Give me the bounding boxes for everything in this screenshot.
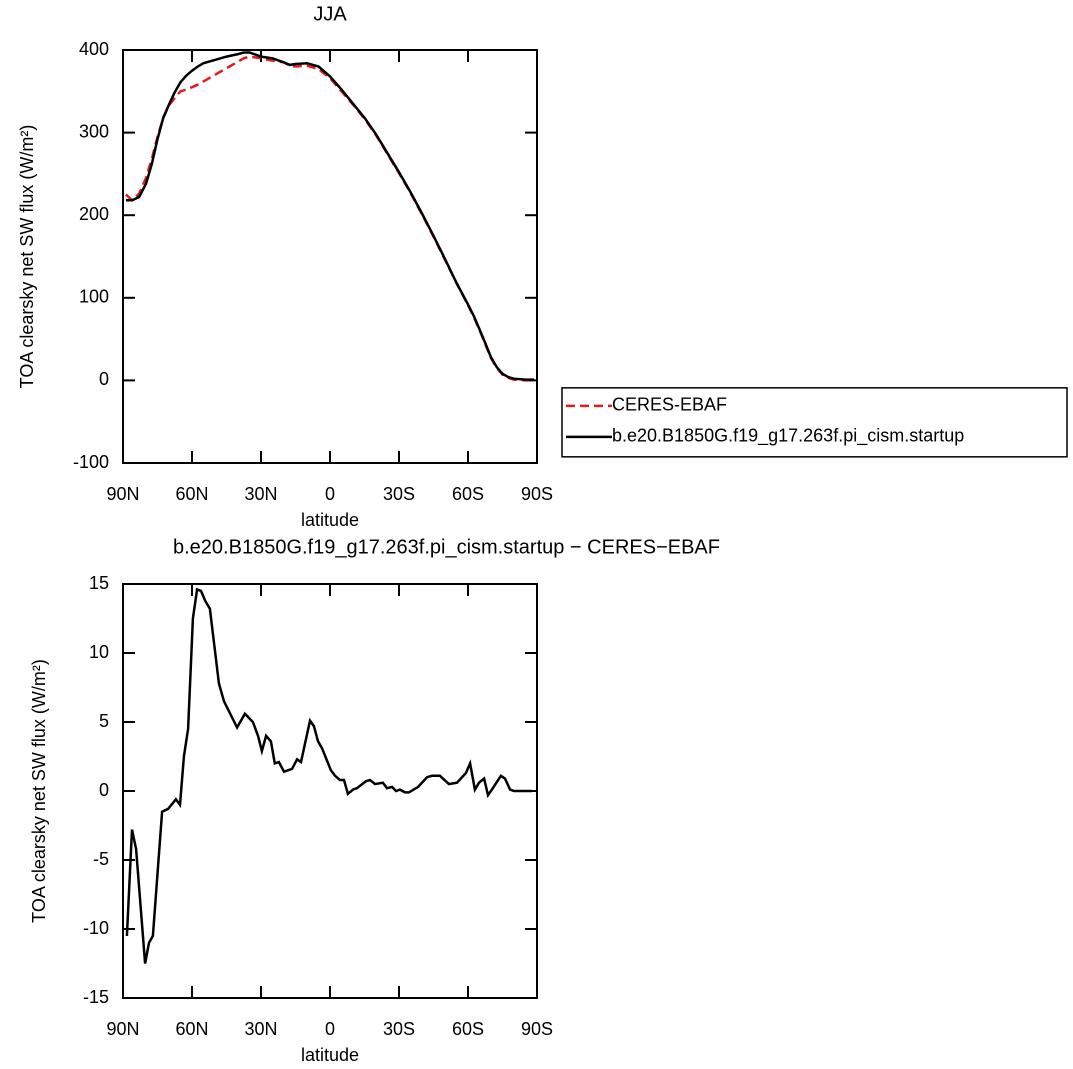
x-tick-label: 30N [244, 484, 277, 504]
y-tick-label: -100 [73, 452, 109, 472]
y-tick-label: 15 [89, 573, 109, 593]
plot-frame [122, 49, 538, 464]
y-axis-label: TOA clearsky net SW flux (W/m²) [17, 125, 37, 389]
data-line [125, 587, 532, 964]
x-tick-label: 90S [521, 484, 553, 504]
chart-panel: b.e20.B1850G.f19_g17.263f.pi_cism.startu… [29, 536, 720, 1064]
y-tick-label: 200 [79, 204, 109, 224]
x-tick-label: 30S [383, 484, 415, 504]
y-tick-label: -5 [93, 849, 109, 869]
x-tick-label: 60S [452, 1019, 484, 1039]
data-line [125, 55, 535, 382]
x-tick-label: 60N [175, 1019, 208, 1039]
x-tick-label: 60N [175, 484, 208, 504]
plot-frame [122, 583, 538, 999]
y-tick-label: -10 [83, 918, 109, 938]
legend: CERES-EBAF b.e20.B1850G.f19_g17.263f.pi_c… [561, 387, 1068, 458]
legend-label: CERES-EBAF [612, 395, 727, 415]
y-tick-label: 0 [99, 369, 109, 389]
x-tick-label: 30N [244, 1019, 277, 1039]
legend-label: b.e20.B1850G.f19_g17.263f.pi_cism.startu… [612, 426, 964, 447]
data-line [125, 51, 535, 381]
x-tick-label: 0 [325, 484, 335, 504]
chart-panel: JJA latitude TOA clearsky net SW flux (W/m… [17, 3, 553, 529]
y-tick-label: 300 [79, 121, 109, 141]
y-axis-label: TOA clearsky net SW flux (W/m²) [29, 659, 49, 923]
x-tick-label: 90S [521, 1019, 553, 1039]
x-tick-label: 90N [106, 484, 139, 504]
legend-box [561, 387, 1068, 458]
chart-title: JJA [313, 3, 347, 25]
chart-title: b.e20.B1850G.f19_g17.263f.pi_cism.startu… [173, 536, 720, 558]
y-tick-label: 100 [79, 287, 109, 307]
y-tick-label: 5 [99, 711, 109, 731]
x-axis-label: latitude [301, 510, 359, 530]
y-tick-label: 400 [79, 39, 109, 59]
y-tick-label: 10 [89, 642, 109, 662]
x-axis-label: latitude [301, 1045, 359, 1065]
y-tick-label: 0 [99, 780, 109, 800]
x-tick-label: 90N [106, 1019, 139, 1039]
x-tick-label: 60S [452, 484, 484, 504]
x-tick-label: 30S [383, 1019, 415, 1039]
x-tick-label: 0 [325, 1019, 335, 1039]
y-tick-label: -15 [83, 987, 109, 1007]
